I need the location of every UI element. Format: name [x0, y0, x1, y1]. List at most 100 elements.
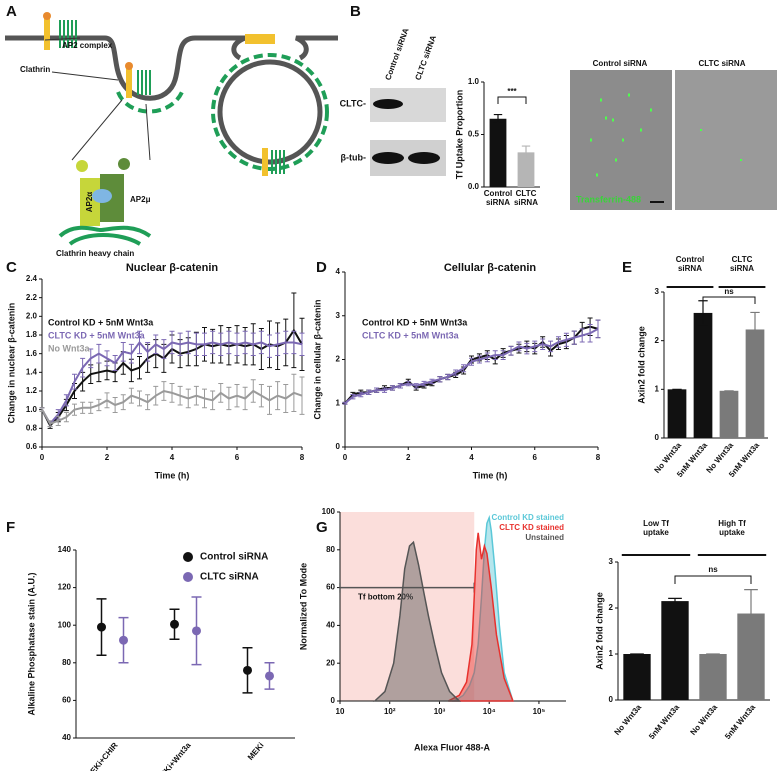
chart-title: Cellular β-catenin — [444, 262, 537, 274]
y-tick-label: 1.4 — [26, 367, 38, 376]
error-bar — [744, 589, 758, 639]
x-tick-label: 4 — [170, 453, 175, 462]
group-label: Control siRNA — [675, 256, 705, 273]
y-tick-label: 2.0 — [26, 311, 38, 320]
receptor — [271, 150, 285, 174]
group-label-box: Low Tf uptake — [643, 520, 669, 537]
ligand — [125, 62, 133, 70]
x-axis-label: Time (h) — [155, 470, 190, 480]
error-bar — [493, 113, 503, 124]
x-tick-label: MEKi — [246, 741, 266, 762]
label: AP2α — [85, 192, 94, 213]
bar — [719, 390, 739, 438]
protein — [262, 148, 268, 176]
chart-title: Nuclear β-catenin — [126, 262, 219, 274]
label: AP2μ — [130, 195, 151, 204]
series-line — [41, 389, 303, 425]
histogram-area — [451, 514, 514, 702]
ligand — [43, 12, 51, 20]
panel-label: B — [350, 3, 361, 20]
band — [372, 152, 404, 164]
protein — [245, 34, 275, 44]
bar — [517, 152, 535, 187]
bar — [623, 654, 651, 700]
x-tick-label: 10⁴ — [483, 707, 496, 716]
error-bar — [750, 311, 760, 348]
receptor — [137, 70, 151, 95]
bar — [693, 312, 713, 438]
image-title: CLTC siRNA — [699, 59, 746, 68]
legend-label: CLTC KD + 5nM Wnt3a — [362, 330, 460, 340]
row-label: CLTC- — [340, 98, 366, 108]
y-tick-label: 2.4 — [26, 274, 38, 283]
x-tick-label: MEKi+Wnt3a — [154, 740, 193, 771]
x-tick-label: 0 — [40, 453, 45, 462]
y-axis-label: Normalized To Mode — [298, 563, 308, 650]
y-tick-label: 1 — [609, 649, 614, 658]
y-tick-label: 60 — [326, 583, 335, 592]
dot — [170, 619, 179, 629]
x-tick-label: MEKi+CHIR — [84, 741, 119, 771]
membrane — [5, 35, 338, 101]
gate-label: Tf bottom 20% — [358, 593, 413, 602]
histogram-area — [372, 540, 462, 702]
panel-label: D — [316, 259, 327, 276]
y-tick-label: 1.8 — [26, 330, 38, 339]
y-tick-label: 140 — [58, 545, 72, 554]
label: Clathrin heavy chain — [56, 249, 134, 258]
panel-label: F — [6, 519, 15, 536]
legend-label: No Wnt3a — [48, 343, 90, 353]
x-tick-label: 8 — [300, 453, 305, 462]
y-tick-label: 1.6 — [26, 349, 38, 358]
significance: ns — [724, 287, 734, 296]
legend-label: Control KD + 5nM Wnt3a — [48, 317, 154, 327]
histogram-area — [447, 532, 515, 702]
y-tick-label: 0.6 — [26, 442, 38, 451]
y-tick-label: 2 — [609, 603, 614, 612]
series-line — [41, 340, 303, 426]
x-tick-label: 4 — [469, 453, 474, 462]
ap2-mu — [92, 189, 112, 203]
x-tick-label-box: Control siRNA — [483, 190, 513, 207]
series-line — [344, 328, 599, 405]
y-tick-label: 0.0 — [468, 182, 480, 191]
bar — [489, 118, 507, 187]
x-axis-label: Time (h) — [473, 470, 508, 480]
x-tick-label: No Wnt3a — [613, 702, 644, 736]
micrograph — [675, 70, 777, 210]
group-label: High Tf uptake — [718, 520, 746, 537]
y-tick-label: 60 — [62, 696, 71, 705]
x-tick-label: Control siRNA — [483, 190, 513, 207]
y-tick-label: 0 — [331, 696, 336, 705]
legend-label: CLTC siRNA — [200, 572, 259, 583]
y-tick-label: 120 — [58, 583, 72, 592]
x-tick-label: 2 — [406, 453, 411, 462]
y-tick-label: 100 — [322, 507, 336, 516]
y-tick-label: 3 — [336, 311, 341, 320]
y-tick-label: 80 — [62, 658, 71, 667]
panel-label: C — [6, 259, 17, 276]
row-label: β-tub- — [341, 152, 366, 162]
y-tick-label: 0 — [609, 695, 614, 704]
fluorescence — [700, 129, 742, 161]
x-tick-label: 6 — [533, 453, 538, 462]
x-tick-label: 10³ — [434, 707, 446, 716]
ap2-ear — [76, 160, 88, 172]
legend-label: Control siRNA — [200, 552, 268, 563]
y-tick-label: 2.2 — [26, 293, 38, 302]
group-label-box: Control siRNA — [675, 256, 705, 273]
x-tick-label: CLTC siRNA — [513, 190, 538, 207]
y-axis-label: Axin2 fold change — [594, 592, 604, 670]
dot — [243, 665, 252, 675]
x-tick-label-box: CLTC siRNA — [513, 190, 538, 207]
bar — [745, 329, 765, 438]
x-tick-label: 10² — [384, 707, 396, 716]
band — [373, 99, 403, 109]
panel-label: E — [622, 259, 632, 276]
fluorescence — [590, 93, 652, 177]
significance-bracket — [497, 96, 527, 104]
legend-label: Control KD + 5nM Wnt3a — [362, 317, 468, 327]
